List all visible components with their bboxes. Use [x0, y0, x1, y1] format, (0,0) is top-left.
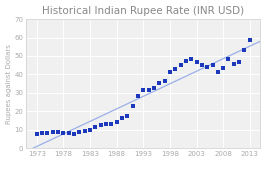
Point [131, 105, 135, 108]
Point [77, 131, 81, 134]
Point [221, 66, 225, 70]
Point [242, 48, 247, 51]
Point [168, 70, 172, 74]
Point [125, 114, 130, 117]
Point [184, 60, 188, 63]
Legend: Rupees, Trendline: Rupees, Trendline [99, 187, 187, 190]
Point [226, 57, 231, 60]
Point [109, 123, 114, 126]
Point [147, 89, 151, 92]
Point [200, 63, 204, 66]
Point [210, 63, 215, 66]
Point [115, 121, 119, 124]
Point [56, 131, 60, 134]
Point [216, 70, 220, 74]
Point [93, 126, 97, 129]
Point [248, 39, 252, 42]
Point [66, 132, 71, 135]
Point [82, 129, 87, 132]
Point [157, 81, 161, 84]
Point [205, 65, 209, 68]
Point [237, 61, 241, 64]
Y-axis label: Rupees against Dollars: Rupees against Dollars [6, 44, 11, 124]
Point [104, 123, 108, 126]
Point [194, 61, 199, 64]
Point [189, 57, 193, 60]
Point [45, 131, 49, 134]
Point [98, 124, 103, 127]
Point [152, 87, 156, 90]
Point [173, 67, 177, 70]
Point [178, 64, 183, 67]
Point [72, 132, 76, 135]
Point [61, 131, 65, 135]
Point [136, 95, 140, 98]
Point [35, 132, 39, 135]
Point [40, 132, 44, 135]
Point [141, 89, 146, 92]
Point [163, 80, 167, 83]
Point [51, 130, 55, 133]
Point [120, 117, 124, 120]
Point [232, 62, 236, 65]
Point [88, 128, 92, 131]
Title: Historical Indian Rupee Rate (INR USD): Historical Indian Rupee Rate (INR USD) [42, 6, 244, 16]
